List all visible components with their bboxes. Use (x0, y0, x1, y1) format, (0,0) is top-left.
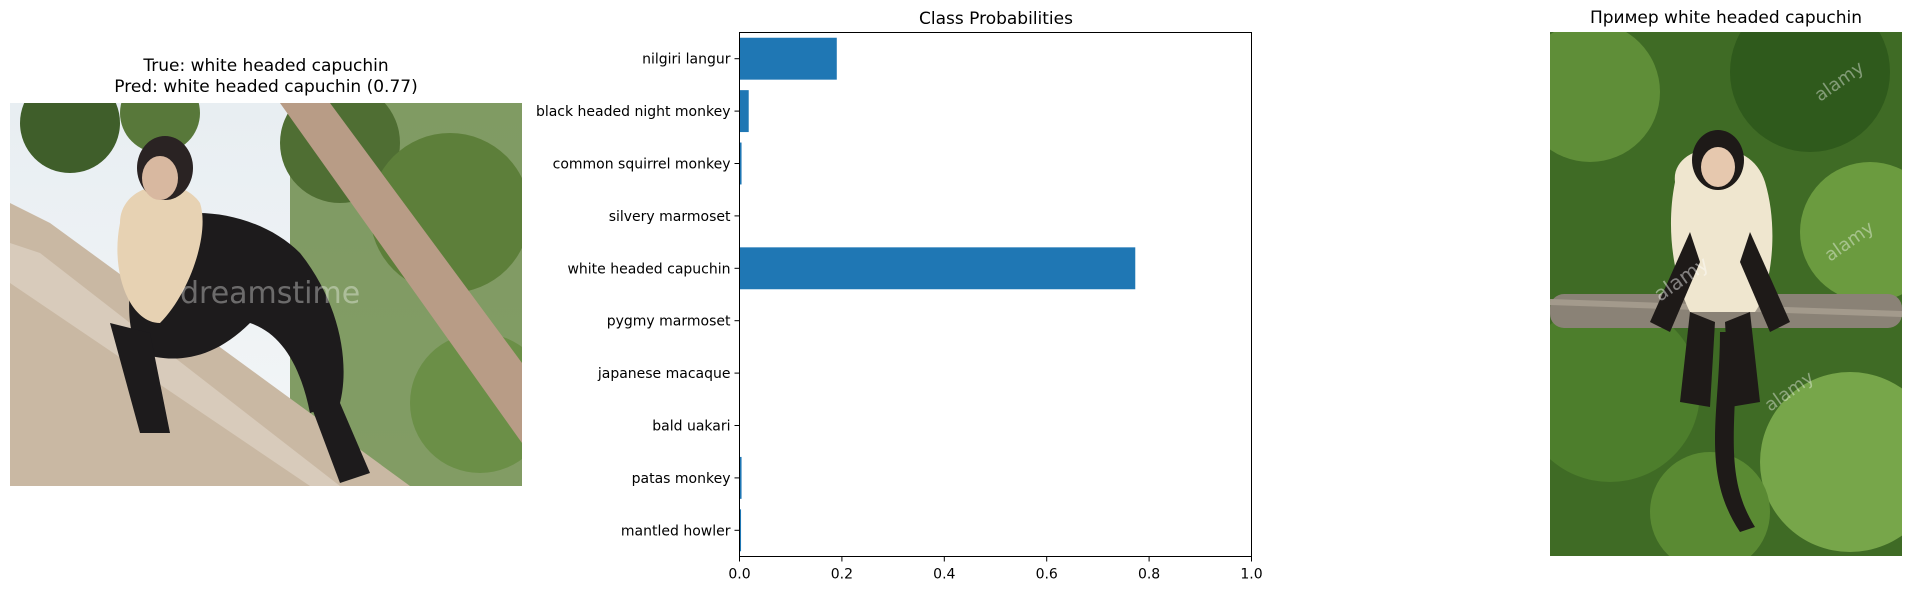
query-photo-illustration: dreamstime (10, 103, 522, 486)
y-tick-label: mantled howler (621, 523, 731, 539)
bars-layer (739, 37, 1136, 552)
plot-frame (739, 32, 1252, 557)
y-tick-label: white headed capuchin (567, 261, 730, 277)
x-tick-label: 0.0 (728, 567, 750, 583)
left-panel-title: True: white headed capuchin Pred: white … (10, 56, 522, 98)
bar-mantled-howler (739, 509, 742, 552)
bar-patas-monkey (739, 456, 742, 499)
y-tick-label: black headed night monkey (536, 104, 731, 120)
right-panel-title: Пример white headed capuchin (1589, 8, 1863, 28)
y-tick-label: silvery marmoset (609, 209, 731, 225)
bar-black-headed-night-monkey (739, 90, 749, 133)
bar-nilgiri-langur (739, 37, 837, 80)
y-tick-label: nilgiri langur (642, 52, 731, 68)
x-tick-label: 0.4 (933, 567, 955, 583)
pred-label: Pred: white headed capuchin (0.77) (114, 77, 418, 97)
x-tick-label: 0.8 (1138, 567, 1160, 583)
x-tick-labels: 0.0 0.2 0.4 0.6 0.8 1.0 (728, 556, 1263, 583)
x-tick-label: 1.0 (1240, 567, 1262, 583)
true-label: True: white headed capuchin (143, 56, 389, 76)
query-monkey-photo: dreamstime (10, 103, 522, 486)
y-tick-label: common squirrel monkey (553, 157, 731, 173)
example-monkey-photo: alamy alamy alamy alamy (1550, 32, 1902, 556)
example-photo-illustration: alamy alamy alamy alamy (1550, 32, 1902, 556)
x-tick-label: 0.6 (1036, 567, 1058, 583)
chart-title: Class Probabilities (919, 9, 1073, 29)
y-tick-labels: nilgiri langur black headed night monkey c… (536, 52, 740, 539)
y-tick-label: japanese macaque (597, 366, 731, 382)
bar-common-squirrel-monkey (739, 142, 742, 185)
bar-white-headed-capuchin (739, 247, 1136, 290)
y-tick-label: pygmy marmoset (607, 314, 731, 330)
x-tick-label: 0.2 (831, 567, 853, 583)
y-tick-label: patas monkey (632, 471, 731, 487)
y-tick-label: bald uakari (652, 419, 730, 435)
svg-text:dreamstime: dreamstime (180, 276, 360, 311)
